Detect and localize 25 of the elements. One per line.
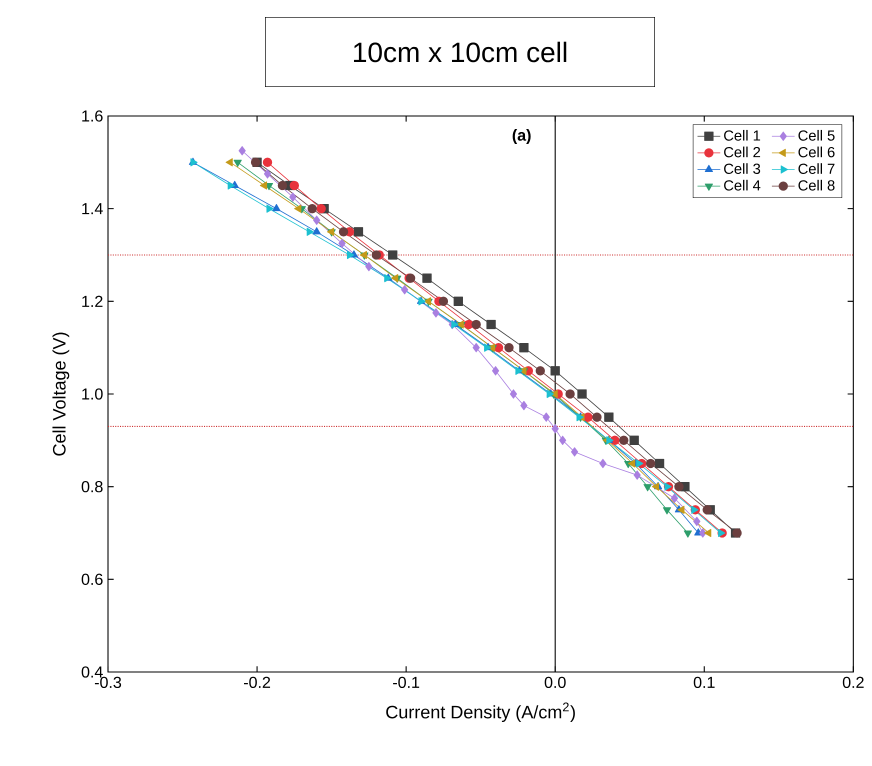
x-tick-label: -0.2 (244, 676, 270, 688)
x-tick-label: -0.1 (393, 676, 420, 688)
x-tick-label: -0.3 (94, 676, 122, 688)
legend-label: Cell 1 (724, 130, 760, 141)
legend-label: Cell 7 (798, 163, 834, 174)
legend-label: Cell 2 (724, 146, 760, 158)
annotation: (a) (512, 129, 531, 144)
y-tick-label: 0.8 (82, 480, 103, 492)
legend-label: Cell 4 (724, 180, 760, 191)
legend-label: Cell 5 (798, 130, 835, 141)
x-tick-label: 0.0 (544, 676, 566, 688)
y-tick-label: 1.6 (82, 110, 103, 122)
y-tick-label: 0.6 (82, 574, 103, 585)
y-axis-title: Cell Voltage (V) (52, 332, 70, 456)
y-tick-label: 0.4 (82, 666, 103, 678)
x-tick-label: 0.1 (694, 676, 715, 688)
legend-label: Cell 6 (798, 146, 835, 158)
legend-label: Cell 8 (798, 180, 835, 191)
x-axis-title: Current Density (A/cm$^{2}$) (386, 702, 575, 722)
legend-label: Cell 3 (724, 163, 760, 174)
y-tick-label: 1.4 (82, 203, 103, 214)
y-tick-label: 1.0 (82, 388, 103, 400)
chart-title: 10cm x 10cm cell (354, 42, 566, 62)
y-tick-label: 1.2 (82, 296, 102, 307)
x-tick-label: 0.2 (842, 676, 864, 688)
